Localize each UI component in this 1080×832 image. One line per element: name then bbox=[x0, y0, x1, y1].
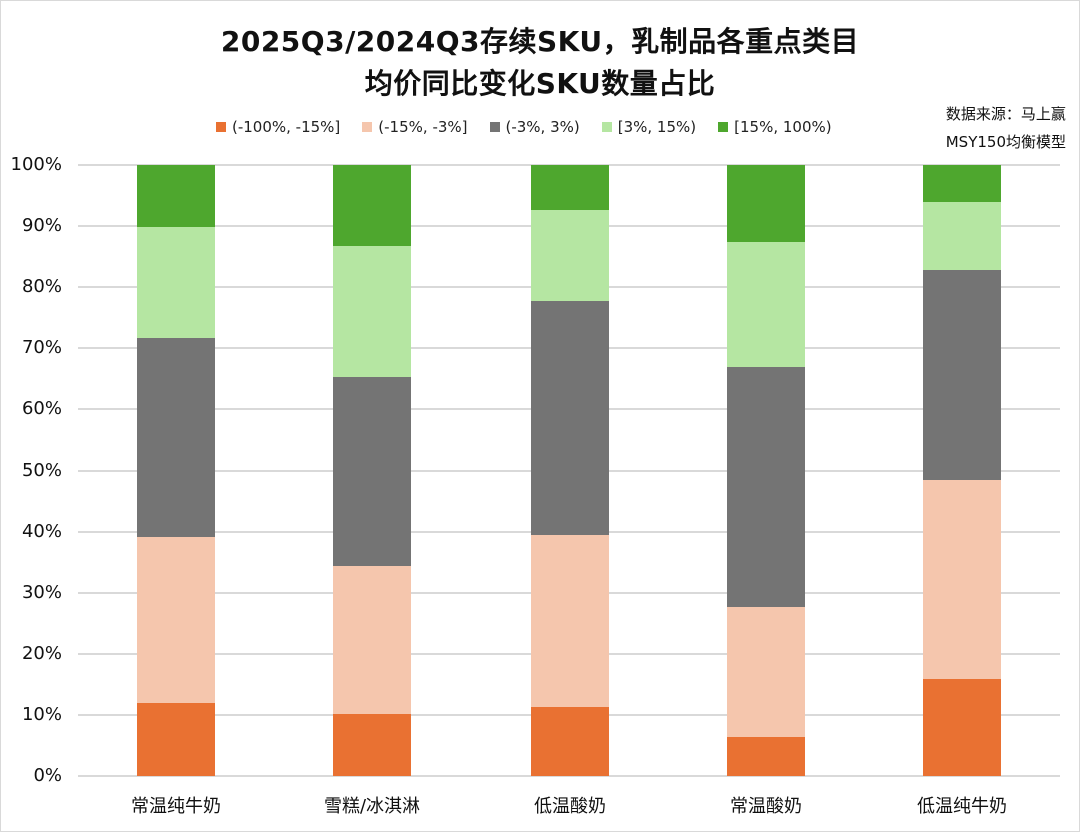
legend-label: (-15%, -3%] bbox=[378, 118, 468, 136]
stacked-bar bbox=[137, 165, 215, 776]
y-tick-label: 0% bbox=[33, 765, 62, 786]
legend-label: [15%, 100%) bbox=[734, 118, 832, 136]
bar-segment bbox=[137, 703, 215, 776]
bar-segment bbox=[923, 678, 1001, 776]
legend-item: (-15%, -3%] bbox=[362, 118, 468, 136]
source-line-1: 数据来源：马上赢 bbox=[945, 105, 1066, 123]
y-tick-label: 30% bbox=[21, 581, 62, 603]
bar-segment bbox=[531, 210, 609, 302]
bar-segment bbox=[923, 201, 1001, 271]
legend-item: (-3%, 3%) bbox=[489, 118, 580, 136]
bar-segment bbox=[531, 301, 609, 536]
bar-segment bbox=[137, 337, 215, 538]
bar-segment bbox=[727, 736, 805, 776]
legend-swatch-icon bbox=[718, 122, 729, 132]
bar-segment bbox=[727, 165, 805, 243]
bar-segment bbox=[923, 165, 1001, 202]
stacked-bar bbox=[333, 165, 411, 776]
bar-segment bbox=[333, 714, 411, 776]
bar-segment bbox=[923, 270, 1001, 481]
legend-label: [3%, 15%) bbox=[617, 118, 697, 136]
gridline bbox=[78, 775, 1060, 777]
legend-item: (-100%, -15%] bbox=[216, 118, 340, 136]
chart-title-line-1: 2025Q3/2024Q3存续SKU，乳制品各重点类目 bbox=[220, 25, 860, 58]
legend-label: (-3%, 3%) bbox=[505, 118, 580, 136]
bar-segment bbox=[333, 377, 411, 566]
bar-segment bbox=[727, 606, 805, 737]
bar-segment bbox=[531, 165, 609, 211]
legend-item: [3%, 15%) bbox=[601, 118, 697, 136]
bar-segment bbox=[333, 565, 411, 715]
y-tick-label: 100% bbox=[10, 154, 62, 175]
x-tick-label: 低温酸奶 bbox=[534, 796, 606, 817]
y-tick-label: 10% bbox=[21, 703, 62, 725]
legend-swatch-icon bbox=[216, 122, 226, 132]
legend-label: (-100%, -15%] bbox=[232, 118, 341, 136]
bar-segment bbox=[137, 537, 215, 704]
plot-area bbox=[78, 164, 1060, 777]
source-line-2: MSY150均衡模型 bbox=[945, 133, 1066, 151]
x-tick-label: 常温酸奶 bbox=[730, 796, 802, 817]
bar-segment bbox=[137, 165, 215, 227]
bar-segment bbox=[531, 535, 609, 707]
bar-segment bbox=[923, 480, 1001, 679]
legend: (-100%, -15%] (-15%, -3%] (-3%, 3%) [3%,… bbox=[216, 118, 832, 136]
y-tick-label: 80% bbox=[21, 276, 62, 298]
x-tick-label: 雪糕/冰淇淋 bbox=[323, 796, 421, 817]
bar-segment bbox=[727, 367, 805, 607]
data-source-note: 数据来源：马上赢 MSY150均衡模型 bbox=[946, 100, 1066, 156]
legend-item: [15%, 100%) bbox=[718, 118, 832, 136]
bar-segment bbox=[727, 242, 805, 368]
bar-segment bbox=[531, 706, 609, 776]
y-tick-label: 20% bbox=[21, 642, 62, 664]
stacked-bar bbox=[727, 165, 805, 776]
y-tick-label: 60% bbox=[21, 398, 62, 420]
x-tick-label: 常温纯牛奶 bbox=[131, 796, 221, 817]
y-tick-label: 40% bbox=[21, 520, 62, 542]
y-tick-label: 90% bbox=[21, 215, 62, 237]
stacked-bar bbox=[531, 165, 609, 776]
bar-segment bbox=[333, 165, 411, 247]
legend-swatch-icon bbox=[601, 122, 612, 132]
x-tick-label: 低温纯牛奶 bbox=[917, 796, 1007, 817]
legend-swatch-icon bbox=[362, 122, 373, 132]
bar-segment bbox=[137, 226, 215, 338]
gridline bbox=[78, 164, 1060, 166]
bar-segment bbox=[333, 246, 411, 378]
chart-title-line-2: 均价同比变化SKU数量占比 bbox=[364, 67, 716, 100]
legend-swatch-icon bbox=[489, 122, 500, 132]
y-tick-label: 70% bbox=[21, 337, 62, 359]
stacked-bar bbox=[923, 165, 1001, 776]
y-tick-label: 50% bbox=[21, 459, 62, 481]
